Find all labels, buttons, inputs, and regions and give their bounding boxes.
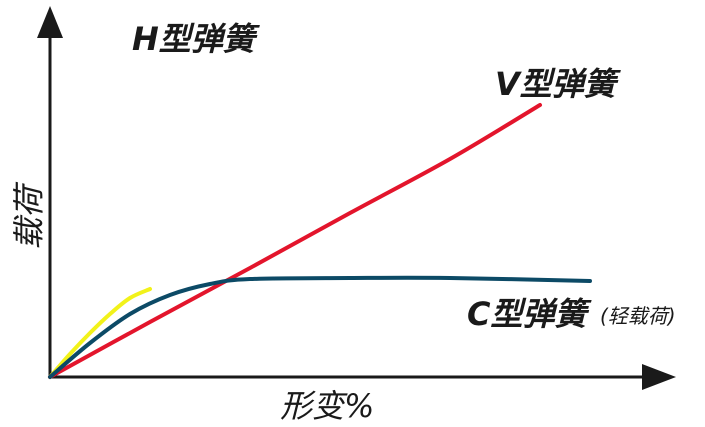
- x-axis-label: 形变%: [280, 387, 374, 425]
- axes: [37, 6, 676, 390]
- series-line-h: [48, 287, 152, 379]
- series-label-c: C型弹簧: [467, 295, 592, 333]
- y-axis-arrow: [37, 6, 63, 38]
- y-axis-label: 载荷: [10, 181, 48, 250]
- series-label-c-note: (轻载荷): [600, 304, 676, 328]
- series-line-c: [48, 275, 592, 379]
- x-axis-arrow: [642, 364, 676, 390]
- labels: H型弹簧 V型弹簧 C型弹簧 (轻载荷) 形变% 载荷: [10, 20, 676, 425]
- series-label-v: V型弹簧: [495, 65, 622, 103]
- series-line-v: [48, 103, 542, 379]
- series-label-h: H型弹簧: [132, 20, 261, 58]
- series-lines: [48, 103, 592, 379]
